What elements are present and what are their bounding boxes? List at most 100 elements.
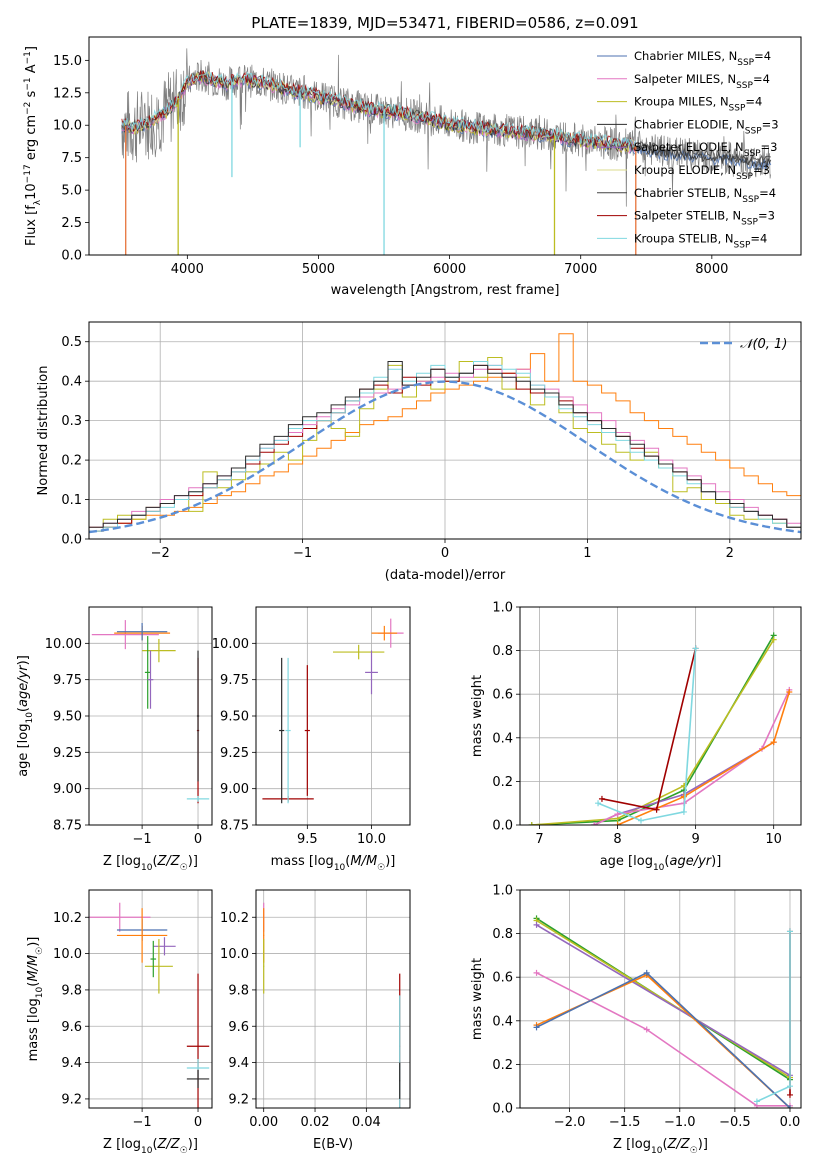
errorbar-point [144,636,151,709]
y-tick-label: 0.2 [61,454,82,469]
plot-area [91,620,210,804]
x-tick-label: −1.0 [664,1115,696,1130]
axes-frame [519,606,802,826]
weight-marker [786,689,793,696]
weight-marker [595,800,602,807]
weight-marker [753,1098,760,1105]
errorbar-point [365,650,378,695]
weight-marker [653,806,660,813]
y-tick-label: 10.00 [212,637,249,652]
x-axis-label: Z [log10(Z/Z☉)] [103,1137,198,1156]
y-tick-label: 10.0 [53,119,82,134]
y-tick-label: 7.5 [61,151,82,166]
y-tick-label: 1.0 [492,601,513,616]
y-tick-label: 10.0 [220,947,249,962]
x-tick-label: 0 [194,1115,202,1130]
weight-series-line [617,691,791,825]
errorbar-point [116,622,168,641]
plot-area [263,902,401,1108]
y-tick-label: 0.1 [61,493,82,508]
y-tick-label: 5.0 [61,184,82,199]
y-tick-label: 0.0 [61,533,82,548]
x-tick-label: 1 [583,546,591,561]
weight-series-line [531,639,775,825]
legend-entry: Chabrier ELODIE, NSSP=3 [634,117,779,136]
y-tick-label: 9.8 [228,983,249,998]
panel-mass-vs-z: −1 0 9.2 9.4 9.6 9.8 10.0 10.2 Z [log10(Z/Z☉)] ma… [26,889,213,1156]
weight-marker [533,969,540,976]
y-tick-label: 9.75 [220,673,249,688]
y-tick-label: 8.75 [220,819,249,834]
errorbar-point [371,625,398,641]
errorbar-point [285,657,291,804]
panel-weight-vs-z: −2.0 −1.5 −1.0 −0.5 0.0 0.0 0.2 0.4 0.6 0.8 1.0 Z [… [470,884,802,1156]
x-tick-label: 9 [691,832,699,847]
weight-marker [786,1105,793,1108]
axes-frame [88,606,213,826]
y-tick-label: 9.8 [61,983,82,998]
y-tick-label: 0.5 [61,335,82,350]
plot-area [89,902,210,1108]
y-tick-label: 0.4 [492,731,513,746]
x-tick-label: −2.0 [554,1115,586,1130]
y-tick-label: 9.6 [228,1020,249,1035]
plot-area [262,618,404,804]
x-tick-label: 8 [613,832,621,847]
histogram-step [89,361,801,539]
x-axis-label: Z [log10(Z/Z☉)] [613,1137,708,1156]
y-tick-label: 0.6 [492,971,513,986]
errorbar-point [89,902,151,932]
x-tick-label: 0.04 [352,1115,381,1130]
x-tick-label: −0.5 [719,1115,751,1130]
x-tick-label: 4000 [171,262,204,277]
weight-marker [614,822,621,825]
x-tick-label: −1 [133,1115,152,1130]
legend-entry: 𝒩(0, 1) [740,337,787,352]
x-tick-label: 5000 [302,262,335,277]
panel-mass-vs-ebv: 0.00 0.02 0.04 9.2 9.4 9.6 9.8 10.0 10.2 E(B-V) [220,889,411,1152]
x-axis-label: age [log10(age/yr)] [600,854,722,873]
x-axis-label: wavelength [Angstrom, rest frame] [331,283,560,298]
y-tick-label: 10.2 [53,911,82,926]
y-tick-label: 9.50 [53,710,82,725]
panel-weight-vs-age: 7 8 9 10 0.0 0.2 0.4 0.6 0.8 1.0 age [log10(age/yr… [470,601,802,873]
plot-area [533,915,793,1108]
x-tick-label: 0.0 [780,1115,801,1130]
y-axis-label: Normed distribution [36,366,51,496]
y-axis-label: mass [log10(M/M☉)] [26,937,45,1062]
legend-entry: Salpeter STELIB, NSSP=3 [634,209,775,228]
y-tick-label: 9.00 [220,782,249,797]
y-tick-label: 10.0 [53,947,82,962]
weight-marker [591,822,598,825]
y-axis-label: age [log10(age/yr)] [16,655,35,777]
x-tick-label: −2 [151,546,170,561]
axes-frame [88,36,802,256]
legend-entry: Kroupa ELODIE, NSSP=3 [634,163,770,182]
y-tick-label: 9.50 [220,710,249,725]
weight-marker [680,793,687,800]
x-tick-label: 8000 [695,262,728,277]
axes-frame [88,889,213,1109]
weight-marker [643,1026,650,1033]
y-tick-label: 9.25 [220,746,249,761]
y-tick-label: 0.2 [492,1058,513,1073]
x-axis-label: mass [log10(M/M☉)] [271,854,396,873]
errorbar-point [186,1069,210,1089]
weight-series-line [536,924,791,1076]
x-tick-label: 9.5 [297,832,318,847]
y-tick-label: 2.5 [61,216,82,231]
y-tick-label: 0.0 [492,819,513,834]
weight-marker [770,636,777,643]
weight-marker [533,921,540,928]
y-tick-label: 12.5 [53,86,82,101]
model-spectrum-line [121,70,637,151]
weight-marker [692,645,699,652]
y-axis-label: Flux [fλ10−17 erg cm−2 s−1 A−1] [23,46,43,246]
y-tick-label: 9.25 [53,746,82,761]
x-axis-label: E(B-V) [313,1137,353,1152]
x-tick-label: 2 [726,546,734,561]
errorbar-point [147,650,154,709]
weight-marker [528,822,535,825]
errorbar-point [263,939,265,994]
axes-frame [88,321,802,540]
